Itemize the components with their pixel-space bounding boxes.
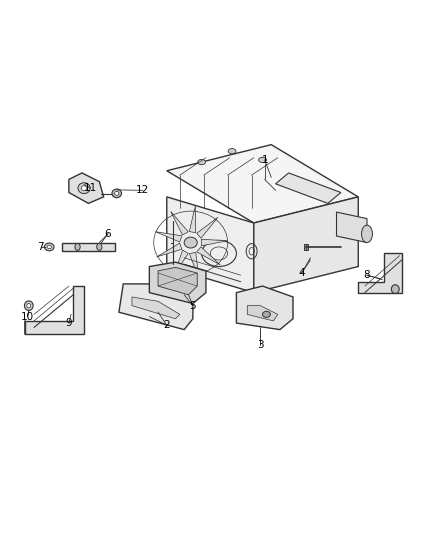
Ellipse shape — [391, 285, 399, 294]
Text: 12: 12 — [136, 185, 149, 195]
Ellipse shape — [228, 149, 236, 154]
Polygon shape — [237, 286, 293, 329]
Text: 7: 7 — [37, 242, 44, 252]
Polygon shape — [197, 217, 218, 238]
Polygon shape — [174, 250, 188, 276]
Polygon shape — [336, 212, 367, 243]
Text: 1: 1 — [261, 155, 268, 165]
Polygon shape — [189, 206, 196, 233]
Text: 2: 2 — [163, 320, 170, 330]
Text: 3: 3 — [257, 340, 264, 350]
Text: 5: 5 — [190, 301, 196, 311]
Text: 9: 9 — [66, 318, 72, 328]
Polygon shape — [247, 305, 278, 321]
Ellipse shape — [115, 191, 119, 195]
Polygon shape — [132, 297, 180, 319]
Polygon shape — [189, 253, 199, 279]
Ellipse shape — [47, 245, 51, 249]
Ellipse shape — [45, 243, 54, 251]
Polygon shape — [119, 284, 193, 329]
Text: 11: 11 — [84, 183, 97, 193]
Ellipse shape — [184, 237, 197, 248]
Polygon shape — [197, 247, 220, 265]
Polygon shape — [167, 197, 254, 293]
Text: 6: 6 — [105, 229, 111, 239]
Polygon shape — [157, 243, 182, 257]
Ellipse shape — [27, 303, 31, 308]
Polygon shape — [25, 286, 84, 334]
Polygon shape — [149, 262, 206, 303]
Text: 4: 4 — [298, 268, 305, 278]
Polygon shape — [158, 268, 197, 295]
Ellipse shape — [75, 244, 80, 251]
Polygon shape — [304, 244, 308, 250]
Polygon shape — [69, 173, 104, 204]
Text: 10: 10 — [21, 312, 34, 321]
Polygon shape — [276, 173, 341, 204]
Polygon shape — [155, 232, 182, 242]
Ellipse shape — [97, 244, 102, 251]
Ellipse shape — [112, 189, 121, 198]
Text: 8: 8 — [364, 270, 370, 280]
Polygon shape — [201, 239, 228, 246]
Ellipse shape — [25, 301, 33, 310]
Ellipse shape — [361, 225, 372, 243]
Ellipse shape — [81, 186, 87, 191]
Polygon shape — [171, 212, 188, 235]
Ellipse shape — [258, 157, 266, 163]
Polygon shape — [62, 243, 115, 251]
Ellipse shape — [198, 159, 205, 165]
Polygon shape — [358, 254, 402, 293]
Polygon shape — [254, 197, 358, 293]
Polygon shape — [167, 144, 358, 223]
Ellipse shape — [78, 183, 90, 193]
Ellipse shape — [262, 311, 270, 318]
